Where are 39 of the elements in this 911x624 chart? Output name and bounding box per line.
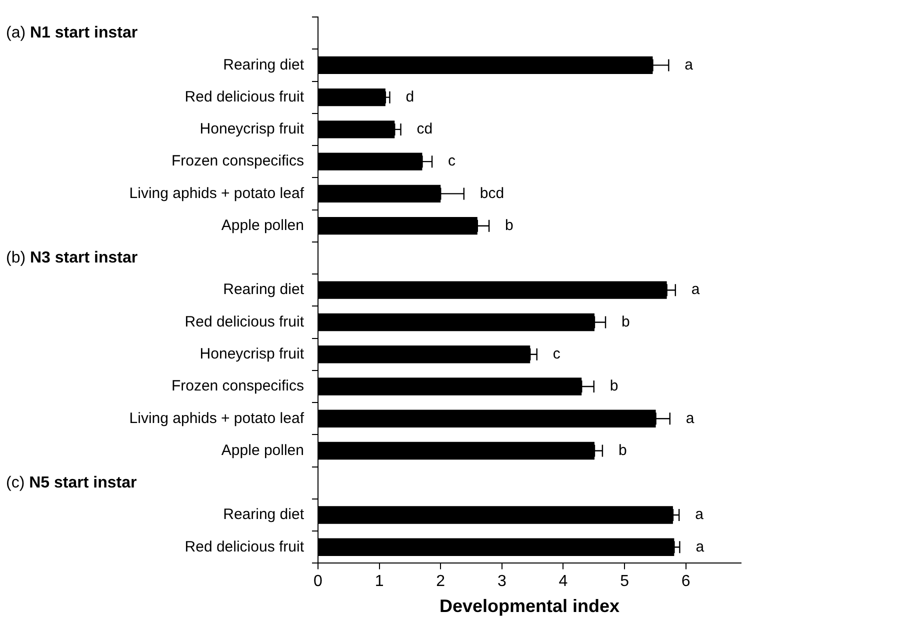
data-label: d — [406, 88, 414, 106]
x-axis-title: Developmental index — [439, 596, 620, 616]
y-tick-label: Honeycrisp fruit — [200, 346, 305, 362]
text: (b) N3 start instar — [6, 249, 138, 266]
y-tick-label: Honeycrisp fruit — [200, 120, 305, 138]
text: (a) N1 start instar — [6, 24, 138, 42]
y-tick-label: Living aphids + potato leaf — [129, 410, 305, 427]
data-label: b — [505, 216, 514, 234]
x-tick-label: 3 — [497, 573, 506, 590]
y-tick-label: Red delicious fruit — [184, 313, 305, 330]
data-label: a — [684, 56, 694, 74]
data-label: a — [695, 506, 704, 524]
data-label: b — [618, 442, 627, 459]
y-tick-label: Rearing diet — [223, 281, 305, 298]
x-tick-label: 2 — [436, 573, 446, 590]
y-tick-label: Frozen conspecifics — [171, 152, 304, 170]
data-label: a — [691, 281, 700, 298]
x-tick-label: 4 — [558, 573, 568, 590]
data-label: cd — [416, 120, 433, 138]
data-label: c — [552, 346, 561, 362]
y-tick-label: Living aphids + potato leaf — [129, 184, 305, 202]
data-label: c — [448, 152, 456, 170]
y-tick-label: Apple pollen — [221, 442, 304, 459]
x-tick-label: 5 — [620, 573, 630, 590]
data-label: b — [622, 313, 630, 330]
x-tick-label: 0 — [314, 573, 323, 590]
y-tick-label: Rearing diet — [223, 506, 305, 524]
x-tick-label: 6 — [681, 573, 690, 590]
y-tick-label: Red delicious fruit — [184, 538, 305, 556]
y-tick-label: Frozen conspecifics — [171, 378, 304, 395]
y-tick-label: Apple pollen — [221, 216, 304, 234]
y-tick-label: Rearing diet — [223, 56, 305, 74]
data-label: a — [696, 538, 705, 556]
x-tick-label: 1 — [374, 573, 384, 590]
text: (c) N5 start instar — [6, 474, 137, 492]
data-label: a — [686, 410, 695, 427]
data-label: b — [610, 378, 618, 395]
data-label: bcd — [480, 184, 504, 202]
y-tick-label: Red delicious fruit — [184, 88, 305, 106]
